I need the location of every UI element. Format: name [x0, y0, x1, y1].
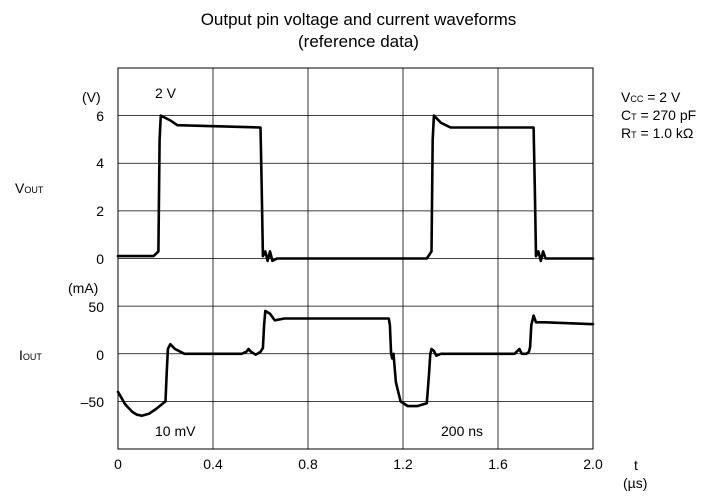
v-tick-label: 0	[96, 251, 104, 267]
x-tick-label: 0.4	[203, 456, 223, 472]
i-tick-label: 0	[96, 347, 104, 363]
i-tick-label: 50	[88, 299, 104, 315]
x-axis-label: t	[634, 457, 638, 473]
i-tick-label: –50	[80, 394, 104, 410]
x-axis-unit: (µs)	[623, 475, 648, 491]
x-tick-label: 2.0	[583, 456, 603, 472]
chart-title: Output pin voltage and current waveforms	[200, 10, 517, 29]
voltage-scale-annotation: 2 V	[155, 85, 177, 101]
condition-rt: RT = 1.0 kΩ	[621, 125, 694, 141]
vout-trace	[116, 114, 595, 263]
v-tick-label: 4	[96, 155, 104, 171]
current-scale-annotation: 10 mV	[155, 423, 196, 439]
voltage-unit: (V)	[82, 89, 101, 105]
condition-vcc: VCC = 2 V	[621, 89, 681, 105]
plot-traces	[116, 114, 595, 417]
v-tick-label: 6	[96, 108, 104, 124]
vout-label: VOUT	[15, 180, 44, 196]
x-tick-label: 1.6	[488, 456, 508, 472]
x-tick-label: 1.2	[393, 456, 413, 472]
iout-trace	[116, 309, 595, 417]
iout-label: IOUT	[19, 347, 42, 363]
x-tick-label: 0	[114, 456, 122, 472]
current-unit: (mA)	[68, 280, 99, 296]
condition-ct: CT = 270 pF	[621, 107, 697, 123]
time-scale-annotation: 200 ns	[441, 423, 484, 439]
v-tick-label: 2	[96, 203, 104, 219]
chart-subtitle: (reference data)	[298, 32, 419, 51]
x-tick-label: 0.8	[298, 456, 318, 472]
